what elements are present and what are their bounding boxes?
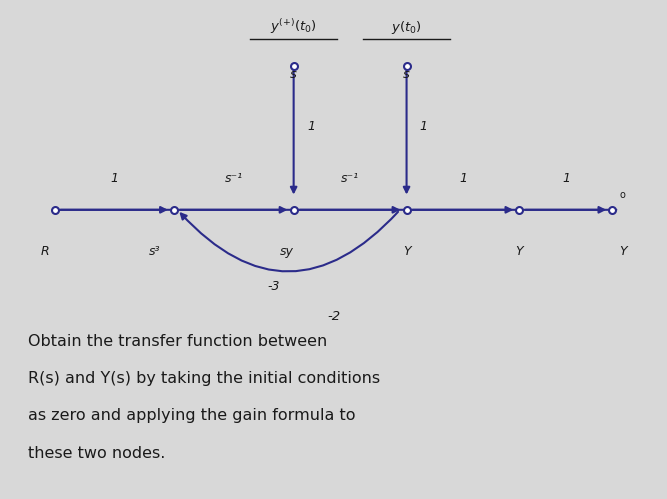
Text: sy: sy (280, 245, 294, 257)
Text: Y: Y (403, 245, 410, 257)
Text: o: o (619, 190, 625, 200)
Text: Y: Y (516, 245, 524, 257)
Text: s⁻¹: s⁻¹ (341, 172, 359, 185)
Text: s⁻¹: s⁻¹ (225, 172, 243, 185)
Text: s: s (403, 68, 410, 81)
Text: 1: 1 (459, 172, 467, 185)
Text: $y^{(+)}(t_0)$: $y^{(+)}(t_0)$ (270, 17, 317, 36)
Text: as zero and applying the gain formula to: as zero and applying the gain formula to (28, 408, 356, 423)
Text: s: s (290, 68, 297, 81)
Text: -2: -2 (327, 310, 340, 323)
Text: Obtain the transfer function between: Obtain the transfer function between (28, 334, 327, 349)
Text: Y: Y (619, 245, 627, 257)
Text: 1: 1 (307, 120, 315, 133)
Text: these two nodes.: these two nodes. (28, 446, 165, 461)
Text: 1: 1 (562, 172, 570, 185)
FancyArrowPatch shape (181, 212, 398, 271)
Text: s³: s³ (149, 245, 160, 257)
Text: R: R (40, 245, 49, 257)
Text: R(s) and Y(s) by taking the initial conditions: R(s) and Y(s) by taking the initial cond… (28, 371, 380, 386)
Text: 1: 1 (420, 120, 428, 133)
Text: $y(t_0)$: $y(t_0)$ (391, 19, 422, 36)
Text: -3: -3 (267, 280, 280, 293)
Text: 1: 1 (110, 172, 118, 185)
